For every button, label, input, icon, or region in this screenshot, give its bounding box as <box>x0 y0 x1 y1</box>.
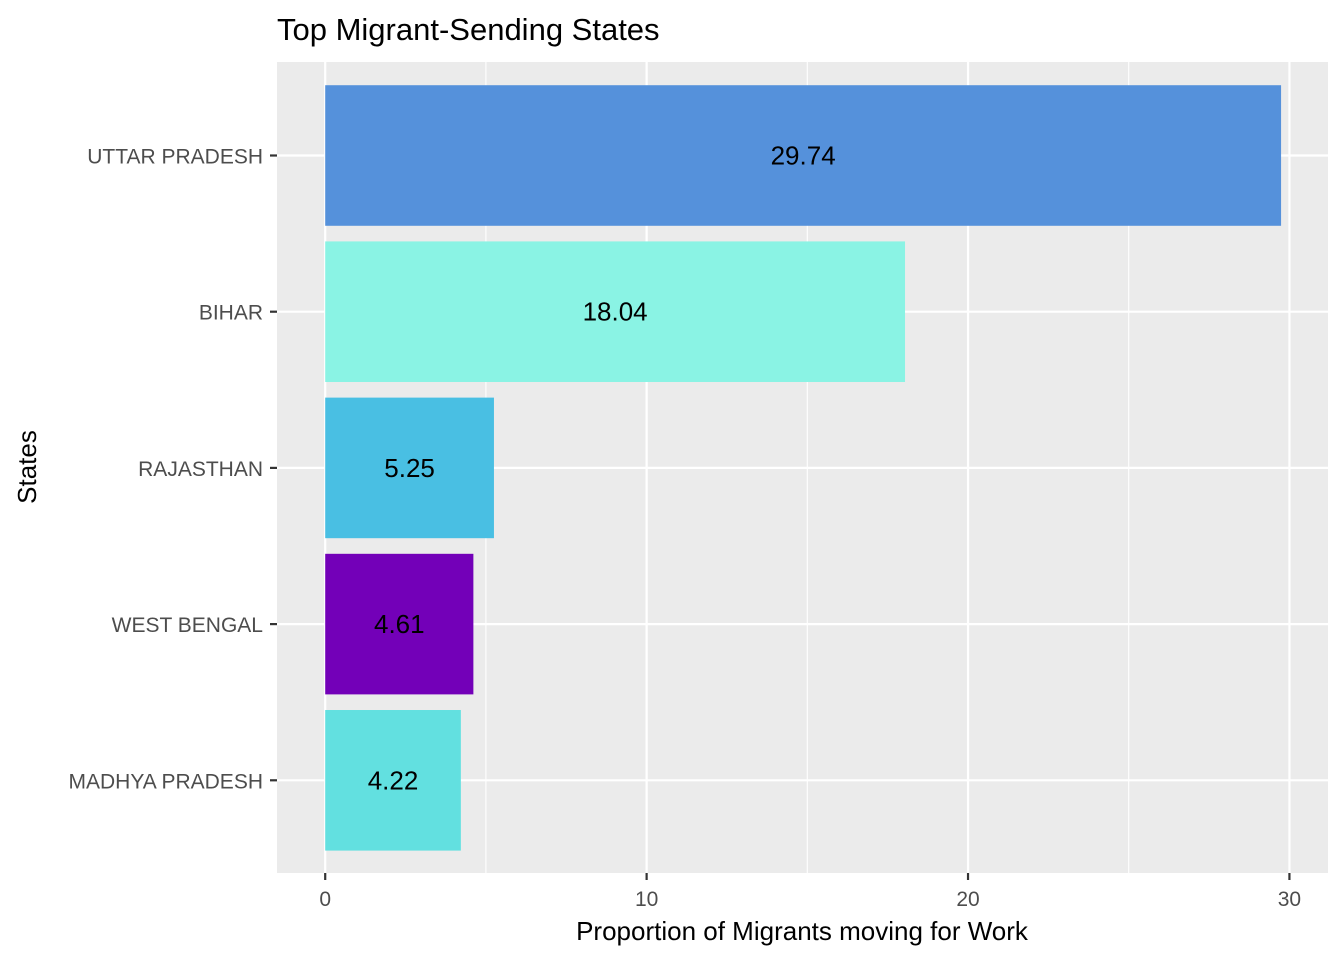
x-axis-title: Proportion of Migrants moving for Work <box>576 916 1029 946</box>
y-tick-label: WEST BENGAL <box>112 614 263 637</box>
y-axis-title: States <box>12 430 42 504</box>
chart-title: Top Migrant-Sending States <box>277 12 660 47</box>
x-tick-label: 20 <box>956 888 979 911</box>
bar-value-label: 4.61 <box>374 609 425 639</box>
x-axis: 0 10 20 30 <box>319 873 1301 911</box>
bar <box>325 553 474 695</box>
bar <box>325 397 494 539</box>
x-tick-label: 0 <box>319 888 331 911</box>
bar-value-label: 29.74 <box>771 141 836 171</box>
y-tick-label: BIHAR <box>199 302 263 325</box>
y-tick-label: UTTAR PRADESH <box>87 146 263 169</box>
x-tick-label: 30 <box>1278 888 1301 911</box>
bar-value-label: 4.22 <box>368 765 419 795</box>
bar-value-label: 18.04 <box>583 297 648 327</box>
x-tick-label: 10 <box>635 888 658 911</box>
bar <box>325 710 461 851</box>
bar <box>325 85 1282 226</box>
y-tick-label: MADHYA PRADESH <box>69 770 264 793</box>
y-tick-label: RAJASTHAN <box>138 458 263 481</box>
bar <box>325 241 906 382</box>
y-axis: UTTAR PRADESH BIHAR RAJASTHAN WEST BENGAL MA… <box>69 146 277 793</box>
bar-value-labels: 29.74 18.04 5.25 4.61 4.22 <box>368 141 836 796</box>
bar-value-label: 5.25 <box>384 453 435 483</box>
bars <box>325 85 1282 851</box>
